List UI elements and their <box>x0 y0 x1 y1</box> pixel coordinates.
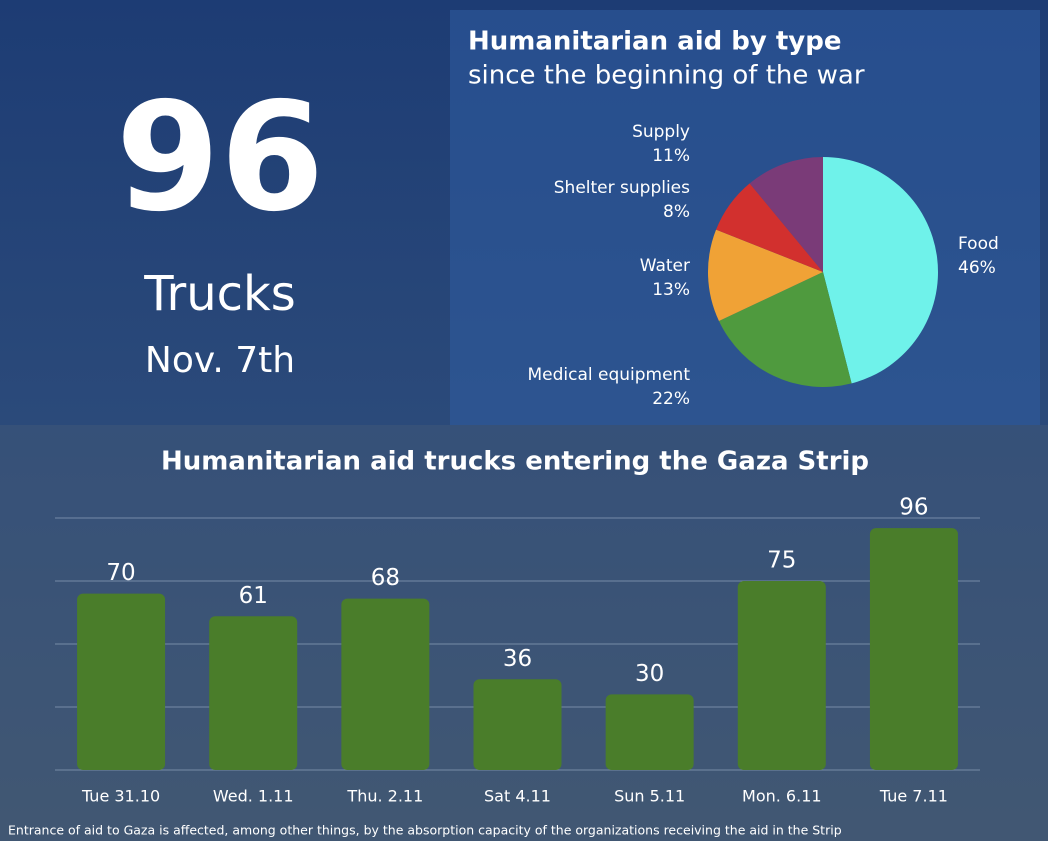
slice-value-label: 46% <box>958 258 996 278</box>
slice-label: Supply <box>632 122 690 142</box>
bar-value-label: 30 <box>635 661 664 687</box>
x-tick-label: Mon. 6.11 <box>742 787 822 806</box>
bar-value-label: 70 <box>106 560 135 586</box>
bar-value-label: 61 <box>239 583 268 609</box>
slice-value-label: 11% <box>652 146 690 166</box>
headline-number: 96 <box>116 71 325 245</box>
pie-slice <box>718 272 852 387</box>
x-tick-label: Tue 31.10 <box>81 787 160 806</box>
pie-slice <box>707 229 823 321</box>
x-tick-label: Tue 7.11 <box>879 787 948 806</box>
footnote: Entrance of aid to Gaza is affected, amo… <box>8 823 842 838</box>
x-tick-label: Sat 4.11 <box>484 787 551 806</box>
bar <box>473 679 562 770</box>
pie-subtitle: since the beginning of the war <box>468 61 865 91</box>
bar-title: Humanitarian aid trucks entering the Gaz… <box>161 447 869 477</box>
slice-value-label: 13% <box>652 280 690 300</box>
x-tick-label: Sun 5.11 <box>614 787 685 806</box>
x-tick-label: Wed. 1.11 <box>213 787 294 806</box>
slice-label: Medical equipment <box>527 365 690 385</box>
bar-value-label: 96 <box>899 495 928 521</box>
bar-value-label: 36 <box>503 646 532 672</box>
slice-label: Water <box>640 256 690 276</box>
slice-value-label: 8% <box>663 202 690 222</box>
bar-value-label: 75 <box>767 548 796 574</box>
slice-value-label: 22% <box>652 389 690 409</box>
pie-title: Humanitarian aid by type <box>468 27 842 57</box>
bar <box>737 581 826 770</box>
slice-label: Shelter supplies <box>554 178 690 198</box>
x-tick-label: Thu. 2.11 <box>346 787 423 806</box>
bar <box>869 528 958 770</box>
pie-slice <box>749 157 823 272</box>
headline-unit: Trucks <box>143 266 296 322</box>
bar <box>209 616 298 770</box>
pie-slice <box>823 157 938 384</box>
bar <box>77 593 166 770</box>
pie-slice <box>716 183 823 272</box>
headline-date: Nov. 7th <box>145 340 295 381</box>
slice-label: Food <box>958 234 999 254</box>
bar <box>341 598 430 770</box>
bar-value-label: 68 <box>371 565 400 591</box>
bar <box>605 694 694 770</box>
